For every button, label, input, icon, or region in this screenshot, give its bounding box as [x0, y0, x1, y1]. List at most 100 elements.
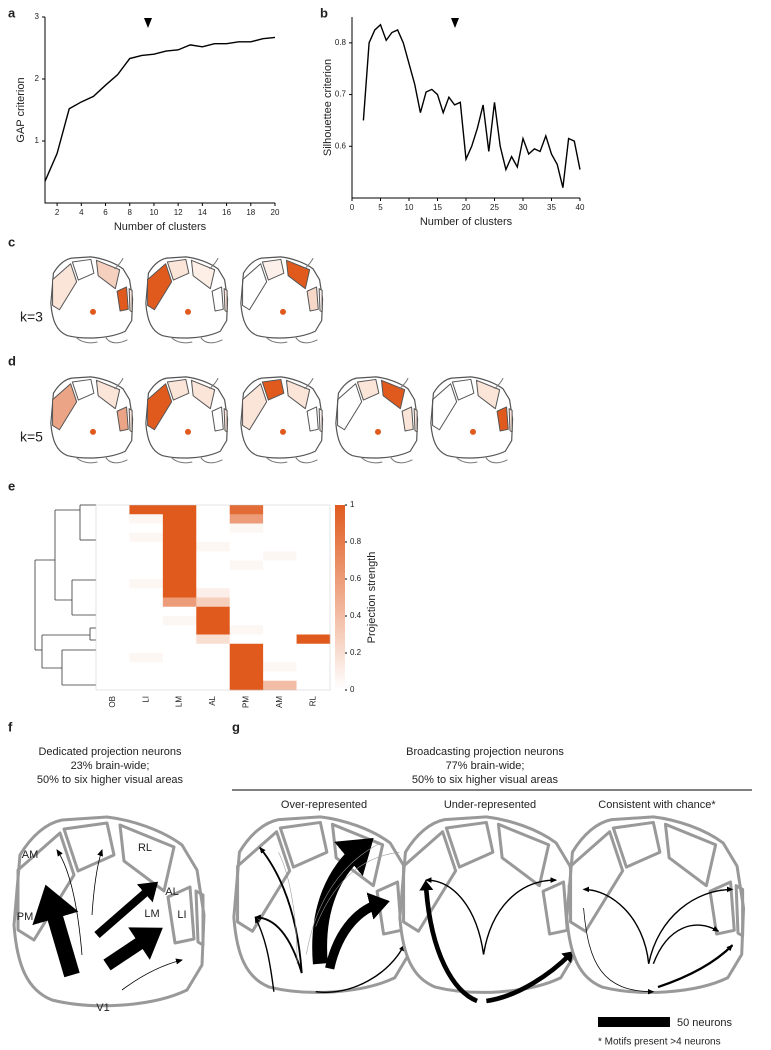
heat-cell	[196, 505, 231, 515]
brain-area	[128, 288, 133, 313]
brain-area	[211, 286, 224, 312]
heat-cell	[129, 643, 164, 654]
brain-area	[734, 884, 745, 938]
heat-cell	[296, 542, 331, 552]
heat-cell	[96, 579, 130, 589]
heat-cell	[196, 671, 231, 682]
brain-area	[190, 379, 216, 410]
brain-area	[611, 820, 662, 869]
heat-cell	[263, 588, 297, 598]
heat-cell	[129, 505, 164, 515]
column-label: LI	[141, 696, 150, 703]
x-tick-label: 40	[576, 203, 585, 212]
footnote: * Motifs present >4 neurons	[598, 1037, 721, 1048]
column-label: AL	[208, 695, 217, 705]
heat-cell	[229, 662, 264, 672]
heat-cell	[263, 662, 297, 672]
heat-cell	[229, 532, 264, 543]
brain-schematic	[50, 376, 134, 464]
heat-cell	[162, 569, 197, 580]
heat-cell	[229, 634, 264, 645]
brain-area	[708, 880, 736, 936]
brain-schematic	[145, 256, 229, 344]
heat-cell	[263, 542, 297, 552]
heat-cell	[129, 662, 164, 672]
heat-cell	[96, 560, 130, 571]
heat-cell	[296, 505, 331, 515]
projection-arrow	[312, 838, 374, 965]
projection-arrow	[485, 951, 574, 1004]
heat-cell	[263, 606, 297, 617]
heat-cell	[96, 542, 130, 552]
heat-cell	[296, 653, 331, 663]
brain-area	[242, 263, 268, 311]
projection-arrow	[315, 944, 405, 993]
heat-cell	[229, 579, 264, 589]
area-label: V1	[96, 1002, 109, 1014]
scale-bar	[598, 1017, 670, 1027]
panel-title: 23% brain-wide;	[71, 760, 150, 772]
heat-cell	[263, 560, 297, 571]
heat-cell	[296, 671, 331, 682]
brain-area	[306, 286, 319, 312]
brain-area	[318, 288, 323, 313]
heat-cell	[263, 532, 297, 543]
heat-cell	[129, 680, 164, 691]
brain-schematic	[335, 376, 419, 464]
heat-cell	[296, 634, 331, 645]
x-tick-label: 18	[246, 208, 255, 217]
brain-detail	[170, 377, 223, 464]
heat-cell	[129, 588, 164, 598]
brain-area	[285, 259, 311, 290]
x-axis-label: Number of clusters	[420, 216, 513, 228]
brain-area	[285, 379, 311, 410]
heat-cell	[196, 662, 231, 672]
x-tick-label: 8	[128, 208, 133, 217]
data-line	[362, 23, 581, 188]
heat-cell	[296, 514, 331, 524]
projection-arrow	[103, 927, 163, 971]
heat-cell	[162, 532, 197, 543]
heat-cell	[96, 634, 130, 645]
selection-marker	[144, 18, 152, 28]
heat-cell	[129, 597, 164, 608]
y-tick-label: 3	[35, 12, 40, 21]
brain-area	[496, 822, 551, 888]
heat-cell	[296, 616, 331, 626]
heat-cell	[96, 616, 130, 626]
v1-injection	[184, 428, 192, 435]
brain-area	[475, 379, 501, 410]
heatmap-frame	[95, 504, 331, 691]
heat-cell	[229, 643, 264, 654]
brain-area	[306, 406, 319, 432]
brain-area	[52, 263, 78, 311]
brain-area	[223, 288, 228, 313]
column-label: PM	[242, 696, 251, 708]
heat-cell	[196, 523, 231, 534]
colorbar-tick-label: 0.2	[350, 648, 362, 657]
heat-cell	[129, 616, 164, 626]
heat-cell	[296, 625, 331, 635]
brain-area	[432, 383, 458, 431]
brain-area	[147, 263, 173, 311]
brain-area	[356, 378, 380, 401]
area-label: PM	[17, 911, 34, 923]
heat-cell	[263, 616, 297, 626]
brain-area	[116, 286, 129, 312]
v1-injection	[469, 428, 477, 435]
heat-cell	[196, 625, 231, 635]
projection-arrow	[254, 916, 275, 992]
brain-area	[190, 259, 216, 290]
cluster-label: k=3	[20, 309, 43, 325]
heat-cell	[296, 680, 331, 691]
x-tick-label: 20	[271, 208, 280, 217]
heat-cell	[129, 569, 164, 580]
colorbar-label: Projection strength	[366, 552, 378, 644]
x-tick-label: 2	[55, 208, 60, 217]
area-label: RL	[138, 842, 152, 854]
heat-cell	[196, 560, 231, 571]
brain-area	[71, 378, 95, 401]
brain-area	[116, 406, 129, 432]
heat-cell	[129, 671, 164, 682]
brain-area	[223, 408, 228, 433]
